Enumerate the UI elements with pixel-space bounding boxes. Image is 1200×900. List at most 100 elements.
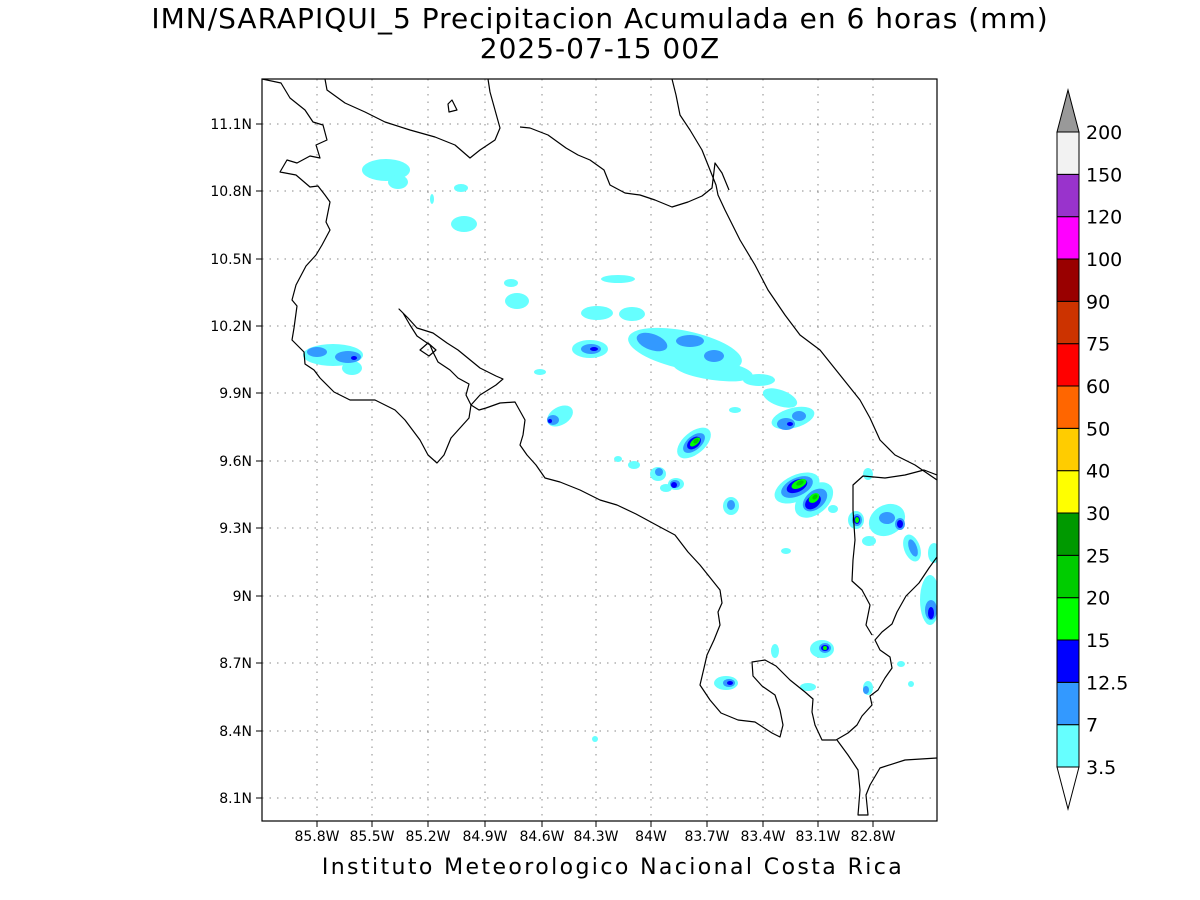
colorbar-segment	[1056, 131, 1080, 175]
y-tick-label: 10.5N	[210, 252, 252, 268]
colorbar-top-triangle	[1056, 88, 1080, 133]
colorbar-segment	[1056, 554, 1080, 599]
precip-area	[792, 411, 806, 421]
y-tick-label: 8.7N	[219, 656, 252, 672]
colorbar-label: 40	[1086, 461, 1110, 483]
x-axis-ticks: 85.8W 85.5W 85.2W 84.9W 84.6W 84.3W 84W 83.7W 83…	[294, 821, 896, 845]
precip-area	[828, 505, 838, 513]
precip-area	[729, 407, 741, 413]
colorbar-segment	[1056, 597, 1080, 641]
colorbar-segment	[1056, 173, 1080, 218]
colorbar-segment	[1056, 258, 1080, 302]
precip-area	[534, 369, 546, 375]
y-tick-label: 10.2N	[210, 319, 252, 335]
lake-island	[447, 99, 458, 113]
colorbar-segment	[1056, 639, 1080, 683]
colorbar-label: 150	[1086, 164, 1122, 186]
precip-area	[548, 419, 552, 423]
precip-area	[671, 482, 677, 488]
precip-area	[812, 494, 818, 500]
precip-area	[928, 607, 934, 619]
precip-area	[796, 480, 804, 486]
panama-border-south	[836, 739, 937, 816]
nicaragua-border	[519, 126, 730, 208]
colorbar-label: 100	[1086, 249, 1122, 271]
y-tick-label: 10.8N	[210, 184, 252, 200]
precip-area	[727, 681, 733, 685]
precip-area	[727, 500, 735, 510]
precip-area	[388, 175, 408, 189]
precip-area	[655, 468, 663, 476]
colorbar-label: 120	[1086, 207, 1122, 229]
precip-area	[454, 184, 468, 192]
precip-area	[762, 388, 798, 408]
precip-area	[590, 347, 598, 351]
x-tick-label: 85.8W	[294, 829, 339, 845]
precip-area	[614, 456, 622, 462]
precip-area	[693, 438, 699, 444]
precip-area	[863, 686, 869, 694]
precip-area	[743, 374, 775, 386]
x-tick-label: 84.3W	[573, 829, 618, 845]
x-tick-label: 85.2W	[405, 829, 450, 845]
colorbar-segment	[1056, 724, 1080, 768]
precip-area	[823, 646, 827, 650]
precip-area	[601, 275, 635, 283]
precip-area	[581, 306, 613, 320]
colorbar-label: 90	[1086, 291, 1110, 313]
colorbar-label: 3.5	[1086, 757, 1116, 779]
precip-area	[928, 543, 937, 563]
x-tick-label: 82.8W	[850, 829, 895, 845]
pacific-coastline	[262, 79, 937, 741]
colorbar-segment	[1056, 427, 1080, 472]
precip-area	[777, 418, 795, 430]
caribbean-coastline	[671, 79, 937, 481]
precip-area	[676, 335, 704, 347]
y-tick-label: 9.3N	[219, 521, 252, 537]
colorbar-segment	[1056, 385, 1080, 429]
precip-area	[451, 216, 477, 232]
precip-area	[862, 536, 876, 546]
precip-area	[547, 405, 573, 427]
colorbar-label: 12.5	[1086, 672, 1128, 694]
colorbar-label: 15	[1086, 630, 1110, 652]
nicoya-lagoon	[419, 342, 437, 357]
precip-area	[335, 351, 361, 363]
precip-area	[908, 681, 914, 687]
map-frame	[261, 78, 938, 822]
precip-area	[897, 520, 903, 528]
y-tick-label: 9.6N	[219, 454, 252, 470]
colorbar-label: 30	[1086, 503, 1110, 525]
panama-border	[851, 469, 937, 636]
map-title: IMN/SARAPIQUI_5 Precipitacion Acumulada …	[151, 2, 1049, 35]
precip-area	[636, 332, 668, 352]
colorbar-label: 25	[1086, 545, 1110, 567]
precip-area	[504, 279, 518, 287]
precip-area	[879, 512, 895, 524]
colorbar-segment	[1056, 681, 1080, 726]
precipitation-field	[303, 159, 937, 742]
x-tick-label: 84.9W	[462, 829, 507, 845]
precip-area	[673, 358, 753, 382]
colorbar-segment	[1056, 300, 1080, 345]
precip-area	[704, 350, 724, 362]
y-tick-label: 8.4N	[219, 724, 252, 740]
colorbar-segment	[1056, 343, 1080, 387]
precip-area	[307, 347, 327, 357]
y-tick-label: 9N	[233, 589, 252, 605]
precip-area	[800, 683, 816, 691]
precip-area	[787, 422, 793, 426]
colorbar-bottom-triangle	[1056, 766, 1080, 811]
precip-area	[908, 539, 918, 557]
grid-lines	[262, 79, 937, 821]
x-tick-label: 85.5W	[349, 829, 394, 845]
precip-area	[592, 736, 598, 742]
map-datetime: 2025-07-15 00Z	[479, 32, 721, 65]
x-tick-label: 83.7W	[684, 829, 729, 845]
x-tick-label: 83.1W	[795, 829, 840, 845]
colorbar-label: 7	[1086, 715, 1098, 737]
y-tick-label: 11.1N	[210, 117, 252, 133]
y-axis-ticks: 11.1N 10.8N 10.5N 10.2N 9.9N 9.6N 9.3N 9N 8.7N 8.…	[210, 117, 262, 807]
colorbar-label: 50	[1086, 418, 1110, 440]
